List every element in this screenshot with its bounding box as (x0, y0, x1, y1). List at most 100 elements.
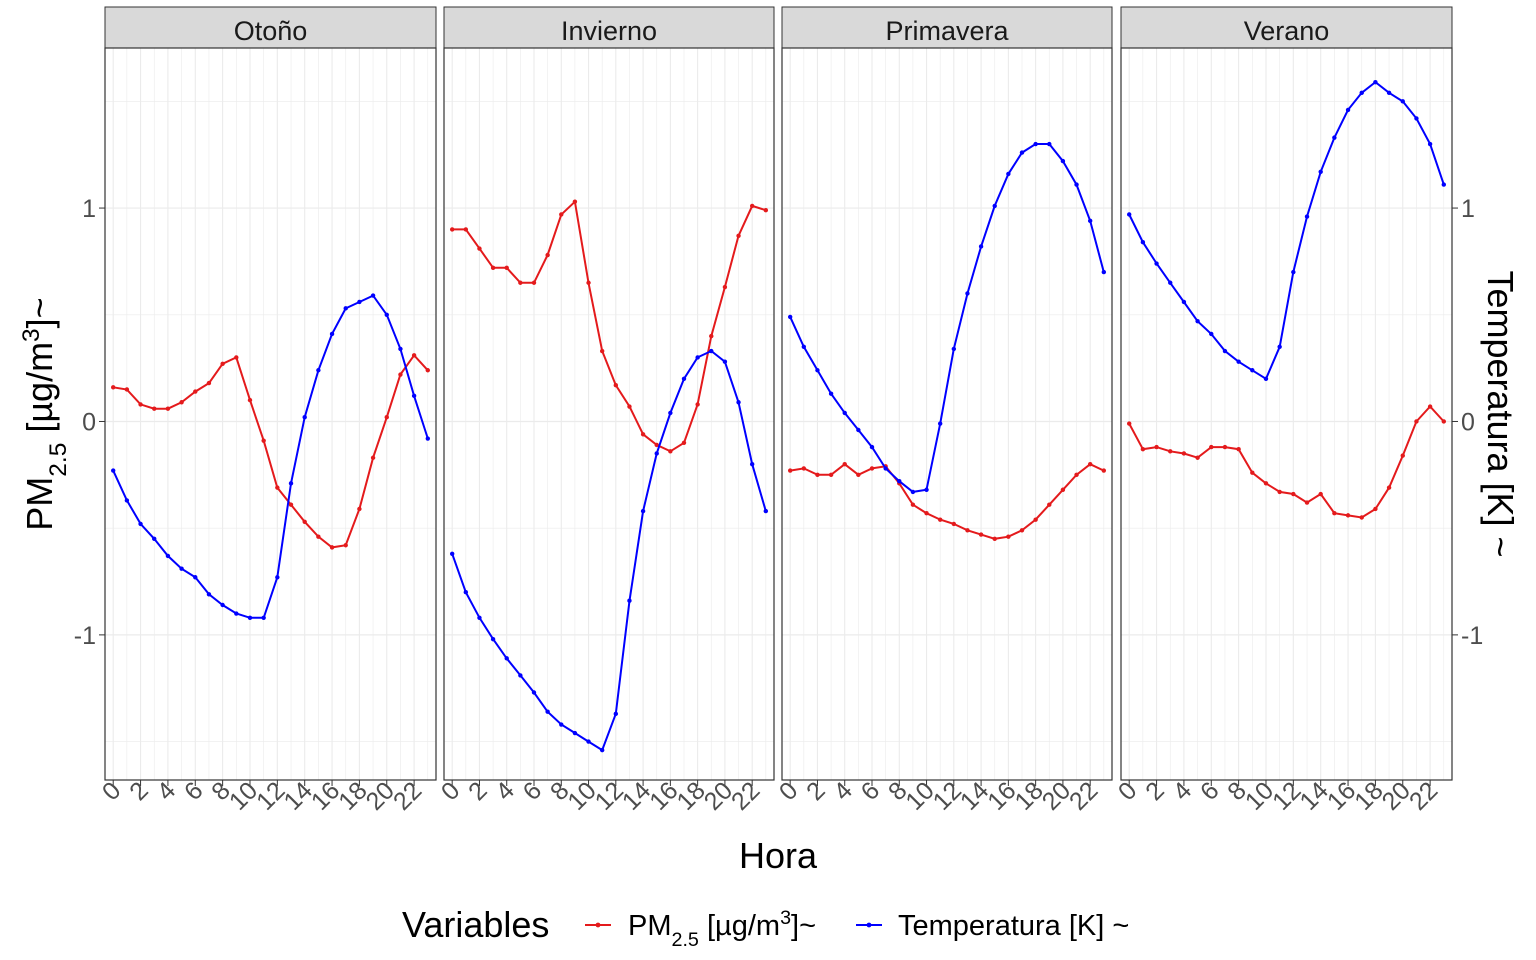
data-point-pm25 (1033, 517, 1038, 522)
x-tick-label: 0 (436, 776, 466, 806)
data-point-pm25 (1127, 421, 1132, 426)
data-point-temp (681, 376, 687, 381)
data-point-temp (1006, 171, 1011, 177)
data-point-temp (152, 536, 157, 542)
data-point-pm25 (193, 389, 198, 394)
data-point-pm25 (869, 466, 875, 471)
data-point-pm25 (856, 472, 861, 478)
data-point-temp (842, 410, 847, 416)
data-point-pm25 (668, 449, 673, 454)
data-point-temp (247, 615, 253, 621)
data-point-pm25 (815, 472, 820, 478)
data-point-temp (545, 709, 550, 714)
y-tick-label-right: 0 (1461, 408, 1475, 436)
data-point-temp (695, 355, 700, 360)
y-tick-label-right: 1 (1461, 195, 1475, 223)
data-point-pm25 (234, 355, 239, 360)
data-point-temp (111, 468, 116, 473)
data-point-pm25 (599, 348, 605, 354)
facet-strip (104, 6, 437, 49)
data-point-pm25 (1209, 444, 1214, 450)
data-point-temp (193, 575, 198, 580)
data-point-pm25 (910, 502, 916, 507)
data-point-temp (316, 368, 321, 373)
data-point-pm25 (1386, 485, 1392, 490)
data-point-pm25 (992, 536, 997, 542)
x-tick-label: 6 (856, 776, 886, 806)
data-point-temp (992, 203, 997, 209)
legend-key-temp-point (866, 922, 872, 928)
data-point-temp (1168, 280, 1173, 285)
series-line-pm25 (790, 462, 1105, 540)
data-point-pm25 (302, 519, 307, 524)
data-point-temp (275, 575, 280, 580)
x-tick-label: 2 (463, 776, 493, 806)
data-point-pm25 (1074, 472, 1079, 478)
data-point-pm25 (1277, 489, 1282, 495)
data-point-pm25 (1373, 506, 1378, 512)
data-point-temp (425, 436, 430, 441)
data-point-temp (787, 314, 793, 320)
x-tick-label: 22 (388, 776, 427, 815)
data-point-temp (288, 481, 294, 486)
panel-border (104, 47, 437, 781)
facet-strip-label: Primavera (885, 16, 1009, 46)
legend-key-pm25-point (595, 922, 601, 928)
data-point-pm25 (1060, 487, 1066, 492)
data-point-temp (1414, 116, 1419, 121)
data-point-pm25 (124, 387, 130, 392)
data-point-temp (329, 331, 335, 337)
data-point-pm25 (1304, 500, 1310, 505)
data-point-temp (1427, 141, 1433, 147)
data-point-temp (477, 615, 482, 621)
x-tick-label: 22 (1404, 776, 1443, 815)
data-point-pm25 (654, 442, 659, 448)
data-point-temp (504, 656, 509, 661)
panel-background (782, 48, 1112, 780)
data-point-temp (978, 244, 984, 249)
data-point-pm25 (1441, 419, 1446, 424)
data-point-pm25 (411, 353, 417, 358)
data-point-temp (1373, 79, 1378, 85)
data-point-temp (261, 615, 266, 621)
data-point-temp (1332, 135, 1337, 140)
data-point-temp (1400, 99, 1405, 104)
facet-strip (781, 6, 1113, 49)
x-tick-label: 6 (518, 776, 548, 806)
data-point-temp (856, 427, 861, 433)
data-point-pm25 (329, 545, 335, 550)
data-point-pm25 (1019, 528, 1025, 533)
series-line-temp (112, 294, 429, 619)
data-point-temp (1140, 240, 1146, 245)
data-point-temp (490, 636, 496, 642)
data-point-pm25 (1101, 468, 1107, 473)
data-point-temp (924, 487, 929, 492)
data-point-temp (1236, 359, 1241, 364)
data-point-pm25 (1168, 449, 1173, 454)
data-point-temp (1345, 107, 1351, 113)
data-point-temp (1222, 348, 1228, 354)
data-point-temp (897, 479, 902, 484)
panel-border (781, 47, 1113, 781)
data-point-pm25 (924, 511, 929, 516)
x-tick-label: 4 (490, 776, 520, 806)
data-point-pm25 (1195, 455, 1200, 460)
data-point-temp (343, 306, 348, 311)
panel-background (105, 48, 436, 780)
data-point-pm25 (179, 400, 184, 405)
data-point-temp (668, 410, 673, 416)
panel-border (443, 47, 775, 781)
panel-border (1120, 47, 1453, 781)
y-axis-title-right-text: Temperatura [K] ~ (1480, 270, 1521, 557)
data-point-pm25 (398, 372, 403, 377)
data-point-pm25 (763, 207, 769, 213)
data-point-pm25 (572, 199, 578, 204)
data-point-pm25 (1318, 491, 1323, 497)
data-point-temp (463, 589, 469, 595)
data-point-temp (411, 393, 417, 399)
facet-strip-label: Otoño (234, 16, 308, 46)
data-point-temp (384, 312, 389, 317)
y-tick-label-left: 0 (82, 408, 96, 436)
data-point-pm25 (709, 333, 714, 339)
series-line-pm25 (1128, 405, 1445, 519)
